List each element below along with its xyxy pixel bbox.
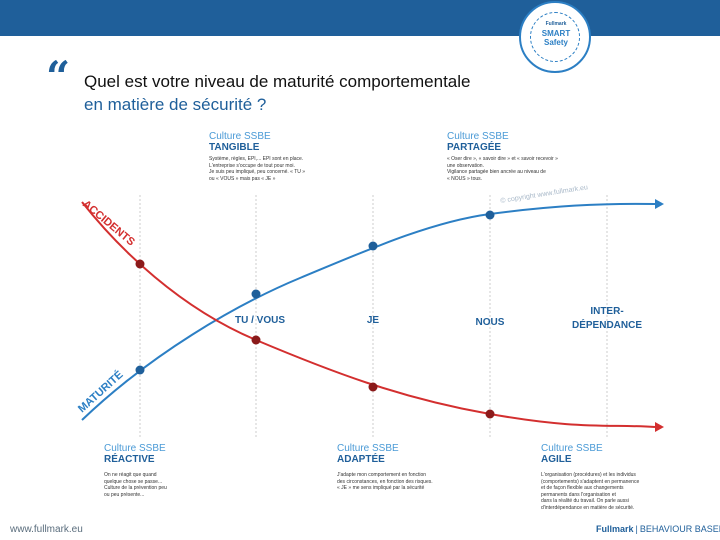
- stage-adapted-subtitle: ADAPTÉE: [337, 454, 385, 465]
- stage-tangible-title: Culture SSBE: [209, 131, 271, 142]
- question-line1: Quel est votre niveau de maturité compor…: [84, 72, 471, 91]
- question-line2: en matière de sécurité ?: [84, 95, 267, 114]
- stage-shared-title: Culture SSBE: [447, 131, 509, 142]
- stage-adapted-description: J'adapte mon comportement en fonction de…: [337, 472, 497, 492]
- stage-agile-item: permanents dans l'organisation et: [541, 491, 616, 498]
- stage-tangible-subtitle: TANGIBLE: [209, 142, 260, 153]
- accident-point-shared: [485, 409, 495, 419]
- level-je: JE: [367, 315, 380, 326]
- maturity-arrow-icon: [655, 199, 664, 209]
- stage-tangible-item: L'entreprise s'occupe de tout pour moi.: [209, 162, 295, 169]
- stage-reactive-title: Culture SSBE: [104, 443, 166, 454]
- badge-brand: Fullmark: [545, 21, 567, 27]
- footer-brand-block: Fullmark | BEHAVIOUR BASED: [596, 524, 720, 534]
- level-nous: NOUS: [476, 317, 505, 328]
- stage-shared-subtitle: PARTAGÉE: [447, 142, 502, 153]
- stage-agile-title: Culture SSBE: [541, 443, 603, 454]
- level-inter: INTER-: [590, 306, 623, 317]
- stage-shared-item: Vigilance partagée bien ancrée au niveau…: [447, 169, 546, 175]
- stage-agile-item: d'interdépendance en matière de sécurité…: [541, 504, 635, 511]
- stage-adapted-item: des circonstances, en fonction des risqu…: [337, 478, 433, 485]
- stage-agile-item: dans la réalité du travail. On parle aus…: [541, 498, 629, 504]
- accident-point-reactive: [135, 259, 145, 269]
- stage-reactive-item: quelque chose se passe...: [104, 478, 163, 485]
- question-title: Quel est votre niveau de maturité compor…: [84, 70, 470, 116]
- stage-reactive-heading: Culture SSBE RÉACTIVE: [104, 443, 166, 465]
- stage-reactive-item: ou peu présente...: [104, 491, 145, 498]
- maturity-point-shared: [485, 210, 495, 220]
- maturity-points: [135, 210, 495, 375]
- stage-adapted-item: J'adapte mon comportement en fonction: [337, 472, 427, 478]
- stage-agile-item: L'organisation (procédures) et les indiv…: [541, 472, 636, 478]
- stage-reactive-item: On ne réagit que quand: [104, 472, 157, 478]
- stage-shared-heading: Culture SSBE PARTAGÉE: [447, 131, 509, 153]
- level-tu-vous: TU / VOUS: [235, 315, 285, 326]
- accident-point-tangible: [251, 335, 261, 345]
- stage-agile-item: (comportements) s'adaptent en permanence: [541, 478, 640, 485]
- stage-agile-item: et de façon flexible aux changements: [541, 485, 624, 491]
- stage-agile-description: L'organisation (procédures) et les indiv…: [541, 472, 711, 511]
- badge-line2: Safety: [543, 38, 568, 47]
- maturity-label: MATURITÉ: [75, 368, 125, 415]
- accidents-arrow-icon: [655, 422, 664, 432]
- stage-shared-item: « NOUS » tous.: [447, 175, 483, 182]
- level-dependance: DÉPENDANCE: [572, 318, 642, 331]
- stage-reactive-subtitle: RÉACTIVE: [104, 454, 155, 465]
- footer-url[interactable]: www.fullmark.eu: [10, 524, 83, 535]
- accidents-curve: [81, 201, 656, 428]
- badge-inner-ring: Fullmark SMART Safety: [530, 12, 580, 62]
- footer-tagline: BEHAVIOUR BASED: [639, 524, 720, 534]
- stage-tangible-item: Système, règles, EPI,... EPI sont en pla…: [209, 156, 304, 162]
- stage-shared-description: « Oser dire », « savoir dire » et « savo…: [447, 156, 597, 182]
- stage-tangible-heading: Culture SSBE TANGIBLE: [209, 131, 271, 153]
- accident-point-adapted: [368, 382, 378, 392]
- quote-icon: “: [46, 52, 71, 101]
- badge-title: SMART Safety: [531, 29, 581, 47]
- stage-reactive-description: On ne réagit que quand quelque chose se …: [104, 472, 214, 498]
- stage-shared-item: une observation.: [447, 162, 484, 169]
- stage-tangible-description: Système, règles, EPI,... EPI sont en pla…: [209, 156, 334, 182]
- stage-tangible-item: ou « VOUS » mais pas « JE »: [209, 175, 276, 182]
- stage-tangible-item: Je suis peu impliqué, peu concerné. « TU…: [209, 169, 306, 175]
- stage-shared-item: « Oser dire », « savoir dire » et « savo…: [447, 156, 558, 162]
- stage-reactive-item: Culture de la prévention peu: [104, 485, 167, 491]
- top-banner: [0, 0, 720, 36]
- accident-points: [135, 259, 495, 419]
- maturity-point-adapted: [368, 241, 378, 251]
- stage-agile-subtitle: AGILE: [541, 454, 572, 465]
- stage-gridlines: [139, 195, 608, 438]
- stage-agile-heading: Culture SSBE AGILE: [541, 443, 603, 465]
- stage-adapted-item: « JE » me sens impliqué par la sécurité: [337, 485, 425, 491]
- stage-adapted-title: Culture SSBE: [337, 443, 399, 454]
- accidents-label: ACCIDENTS: [80, 198, 137, 248]
- badge-line1: SMART: [541, 29, 571, 38]
- maturity-curve: [81, 202, 656, 421]
- footer-separator: |: [635, 524, 638, 534]
- footer-brand: Fullmark: [596, 524, 634, 534]
- smart-safety-badge: Fullmark SMART Safety: [519, 1, 591, 73]
- maturity-point-reactive: [135, 365, 145, 375]
- maturity-point-tangible: [251, 289, 261, 299]
- stage-adapted-heading: Culture SSBE ADAPTÉE: [337, 443, 399, 465]
